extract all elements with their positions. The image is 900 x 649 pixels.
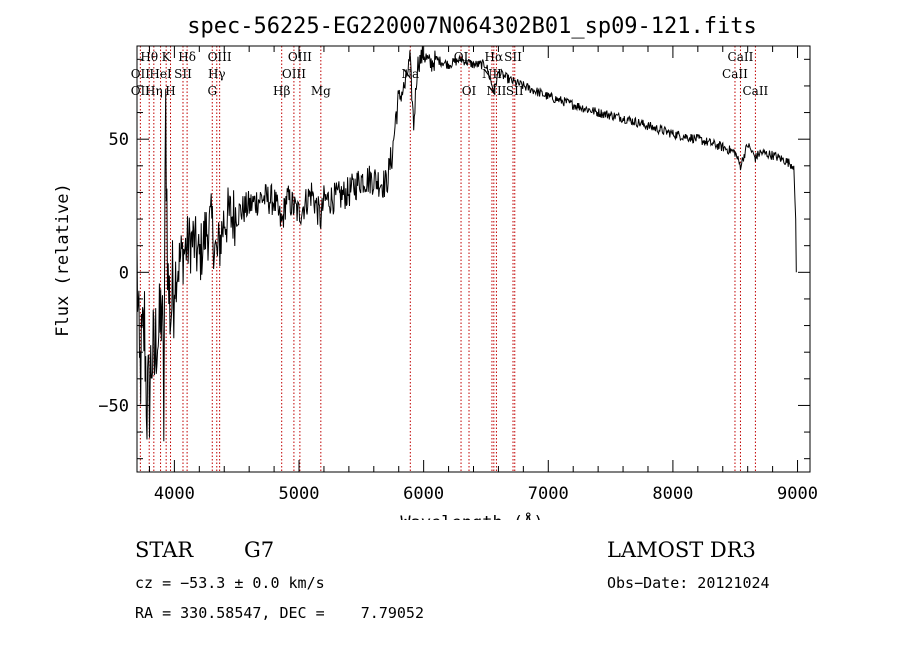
y-axis-label: Flux (relative): [53, 183, 73, 337]
line-label: OIII: [282, 67, 306, 81]
line-label: OIII: [208, 50, 232, 64]
flux-series-line: [136, 46, 797, 442]
line-label: HeI: [149, 67, 172, 81]
line-label: NII: [486, 84, 506, 98]
survey-label: LAMOST DR3: [607, 538, 756, 562]
line-label: SII: [504, 50, 522, 64]
radec-readout: RA = 330.58547, DEC = 7.79052: [135, 604, 424, 622]
chart-title: spec-56225-EG220007N064302B01_sp09-121.f…: [187, 14, 757, 39]
x-axis-label: Wavelength (Å): [400, 511, 543, 520]
line-label: G: [207, 84, 217, 98]
line-label: Hη: [145, 84, 163, 98]
x-tick-label: 9000: [777, 484, 818, 504]
line-label: Hα: [485, 50, 504, 64]
axis-ticks-group: 4000 5000 6000 7000 8000 9000 −50 0 50: [98, 46, 818, 504]
line-label: OII: [131, 67, 151, 81]
line-label: K: [162, 50, 172, 64]
line-label: CaII: [742, 84, 768, 98]
line-label: SII: [174, 67, 192, 81]
class-label: STAR: [135, 538, 194, 562]
x-tick-label: 8000: [652, 484, 693, 504]
obsdate-readout: Obs−Date: 20121024: [607, 574, 770, 592]
y-tick-label: 0: [119, 263, 129, 283]
line-label: OI: [462, 84, 477, 98]
line-label: Hθ: [140, 50, 158, 64]
line-label: H: [165, 84, 175, 98]
line-label: Hδ: [178, 50, 196, 64]
spectrum-chart: spec-56225-EG220007N064302B01_sp09-121.f…: [53, 14, 818, 520]
line-label: CaII: [728, 50, 754, 64]
cz-readout: cz = −53.3 ± 0.0 km/s: [135, 574, 325, 592]
line-label: SII: [506, 84, 524, 98]
y-tick-label: 50: [109, 130, 129, 150]
subclass-label: G7: [244, 538, 275, 562]
x-tick-label: 7000: [528, 484, 569, 504]
line-label: Hβ: [273, 84, 290, 98]
line-label: Na: [401, 67, 419, 81]
y-tick-label: −50: [98, 396, 129, 416]
x-tick-label: 6000: [403, 484, 444, 504]
line-markers-group: [139, 46, 756, 472]
line-label: OIII: [288, 50, 312, 64]
line-label: CaII: [722, 67, 748, 81]
line-label: Hγ: [208, 67, 226, 81]
x-tick-label: 4000: [154, 484, 195, 504]
plot-frame: [136, 45, 811, 473]
line-label: OII: [131, 84, 151, 98]
x-tick-label: 5000: [279, 484, 320, 504]
line-label: Mg: [311, 84, 331, 98]
